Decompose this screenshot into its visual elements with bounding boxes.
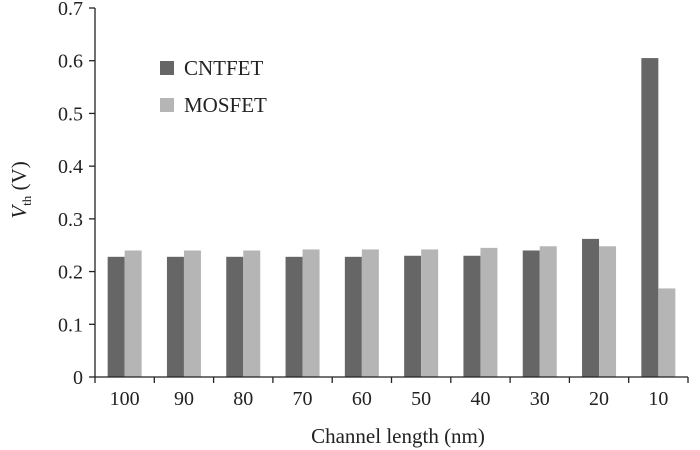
bar-cntfet-60 — [344, 256, 362, 377]
bar-cntfet-70 — [285, 256, 303, 377]
y-tick-label: 0.1 — [58, 314, 83, 336]
x-tick-label: 60 — [352, 388, 372, 410]
legend: CNTFET MOSFET — [160, 56, 267, 117]
bar-cntfet-80 — [226, 256, 244, 377]
bar-mosfet-100 — [124, 250, 142, 377]
legend-swatch-cntfet — [160, 61, 174, 75]
x-tick-label: 100 — [110, 388, 140, 410]
bar-mosfet-70 — [302, 249, 320, 377]
legend-label-mosfet: MOSFET — [184, 93, 267, 117]
y-tick-label: 0 — [73, 367, 83, 389]
x-tick-label: 90 — [174, 388, 194, 410]
y-tick-label: 0.7 — [58, 0, 83, 20]
x-tick-label: 10 — [648, 388, 668, 410]
x-tick-label: 50 — [411, 388, 431, 410]
bar-mosfet-60 — [361, 249, 379, 377]
x-tick-label: 70 — [293, 388, 313, 410]
y-axis-subscript: th — [19, 195, 34, 206]
legend-label-cntfet: CNTFET — [184, 56, 264, 80]
bar-cntfet-90 — [166, 256, 184, 377]
y-tick-label: 0.6 — [58, 51, 83, 73]
bar-mosfet-90 — [183, 250, 201, 377]
bar-cntfet-20 — [582, 238, 600, 377]
x-tick-label: 80 — [233, 388, 253, 410]
bar-mosfet-80 — [243, 250, 261, 377]
bar-mosfet-20 — [599, 246, 617, 377]
legend-swatch-mosfet — [160, 98, 174, 112]
y-tick-label: 0.2 — [58, 262, 83, 284]
bar-mosfet-30 — [539, 246, 557, 377]
x-tick-label: 40 — [470, 388, 490, 410]
x-axis-title: Channel length (nm) — [311, 424, 485, 448]
y-axis-title: Vth (V) — [7, 161, 34, 218]
x-tick-label: 20 — [589, 388, 609, 410]
bar-mosfet-10 — [658, 288, 676, 377]
y-tick-label: 0.4 — [58, 156, 83, 178]
y-tick-label: 0.3 — [58, 209, 83, 231]
bars-layer — [107, 58, 676, 377]
y-axis-unit: (V) — [7, 161, 31, 195]
x-ticks: 100 90 80 70 60 50 40 30 20 10 — [94, 377, 689, 410]
y-axis-symbol: V — [7, 204, 31, 219]
x-tick-label: 30 — [530, 388, 550, 410]
bar-cntfet-100 — [107, 256, 125, 377]
bar-mosfet-50 — [421, 249, 439, 377]
bar-cntfet-10 — [641, 58, 659, 377]
bar-mosfet-40 — [480, 247, 498, 377]
y-ticks: 0 0.1 0.2 0.3 0.4 0.5 0.6 0.7 — [58, 0, 95, 389]
bar-cntfet-40 — [463, 255, 481, 377]
bar-cntfet-30 — [522, 250, 540, 377]
y-tick-label: 0.5 — [58, 103, 83, 125]
bar-cntfet-50 — [404, 255, 422, 377]
